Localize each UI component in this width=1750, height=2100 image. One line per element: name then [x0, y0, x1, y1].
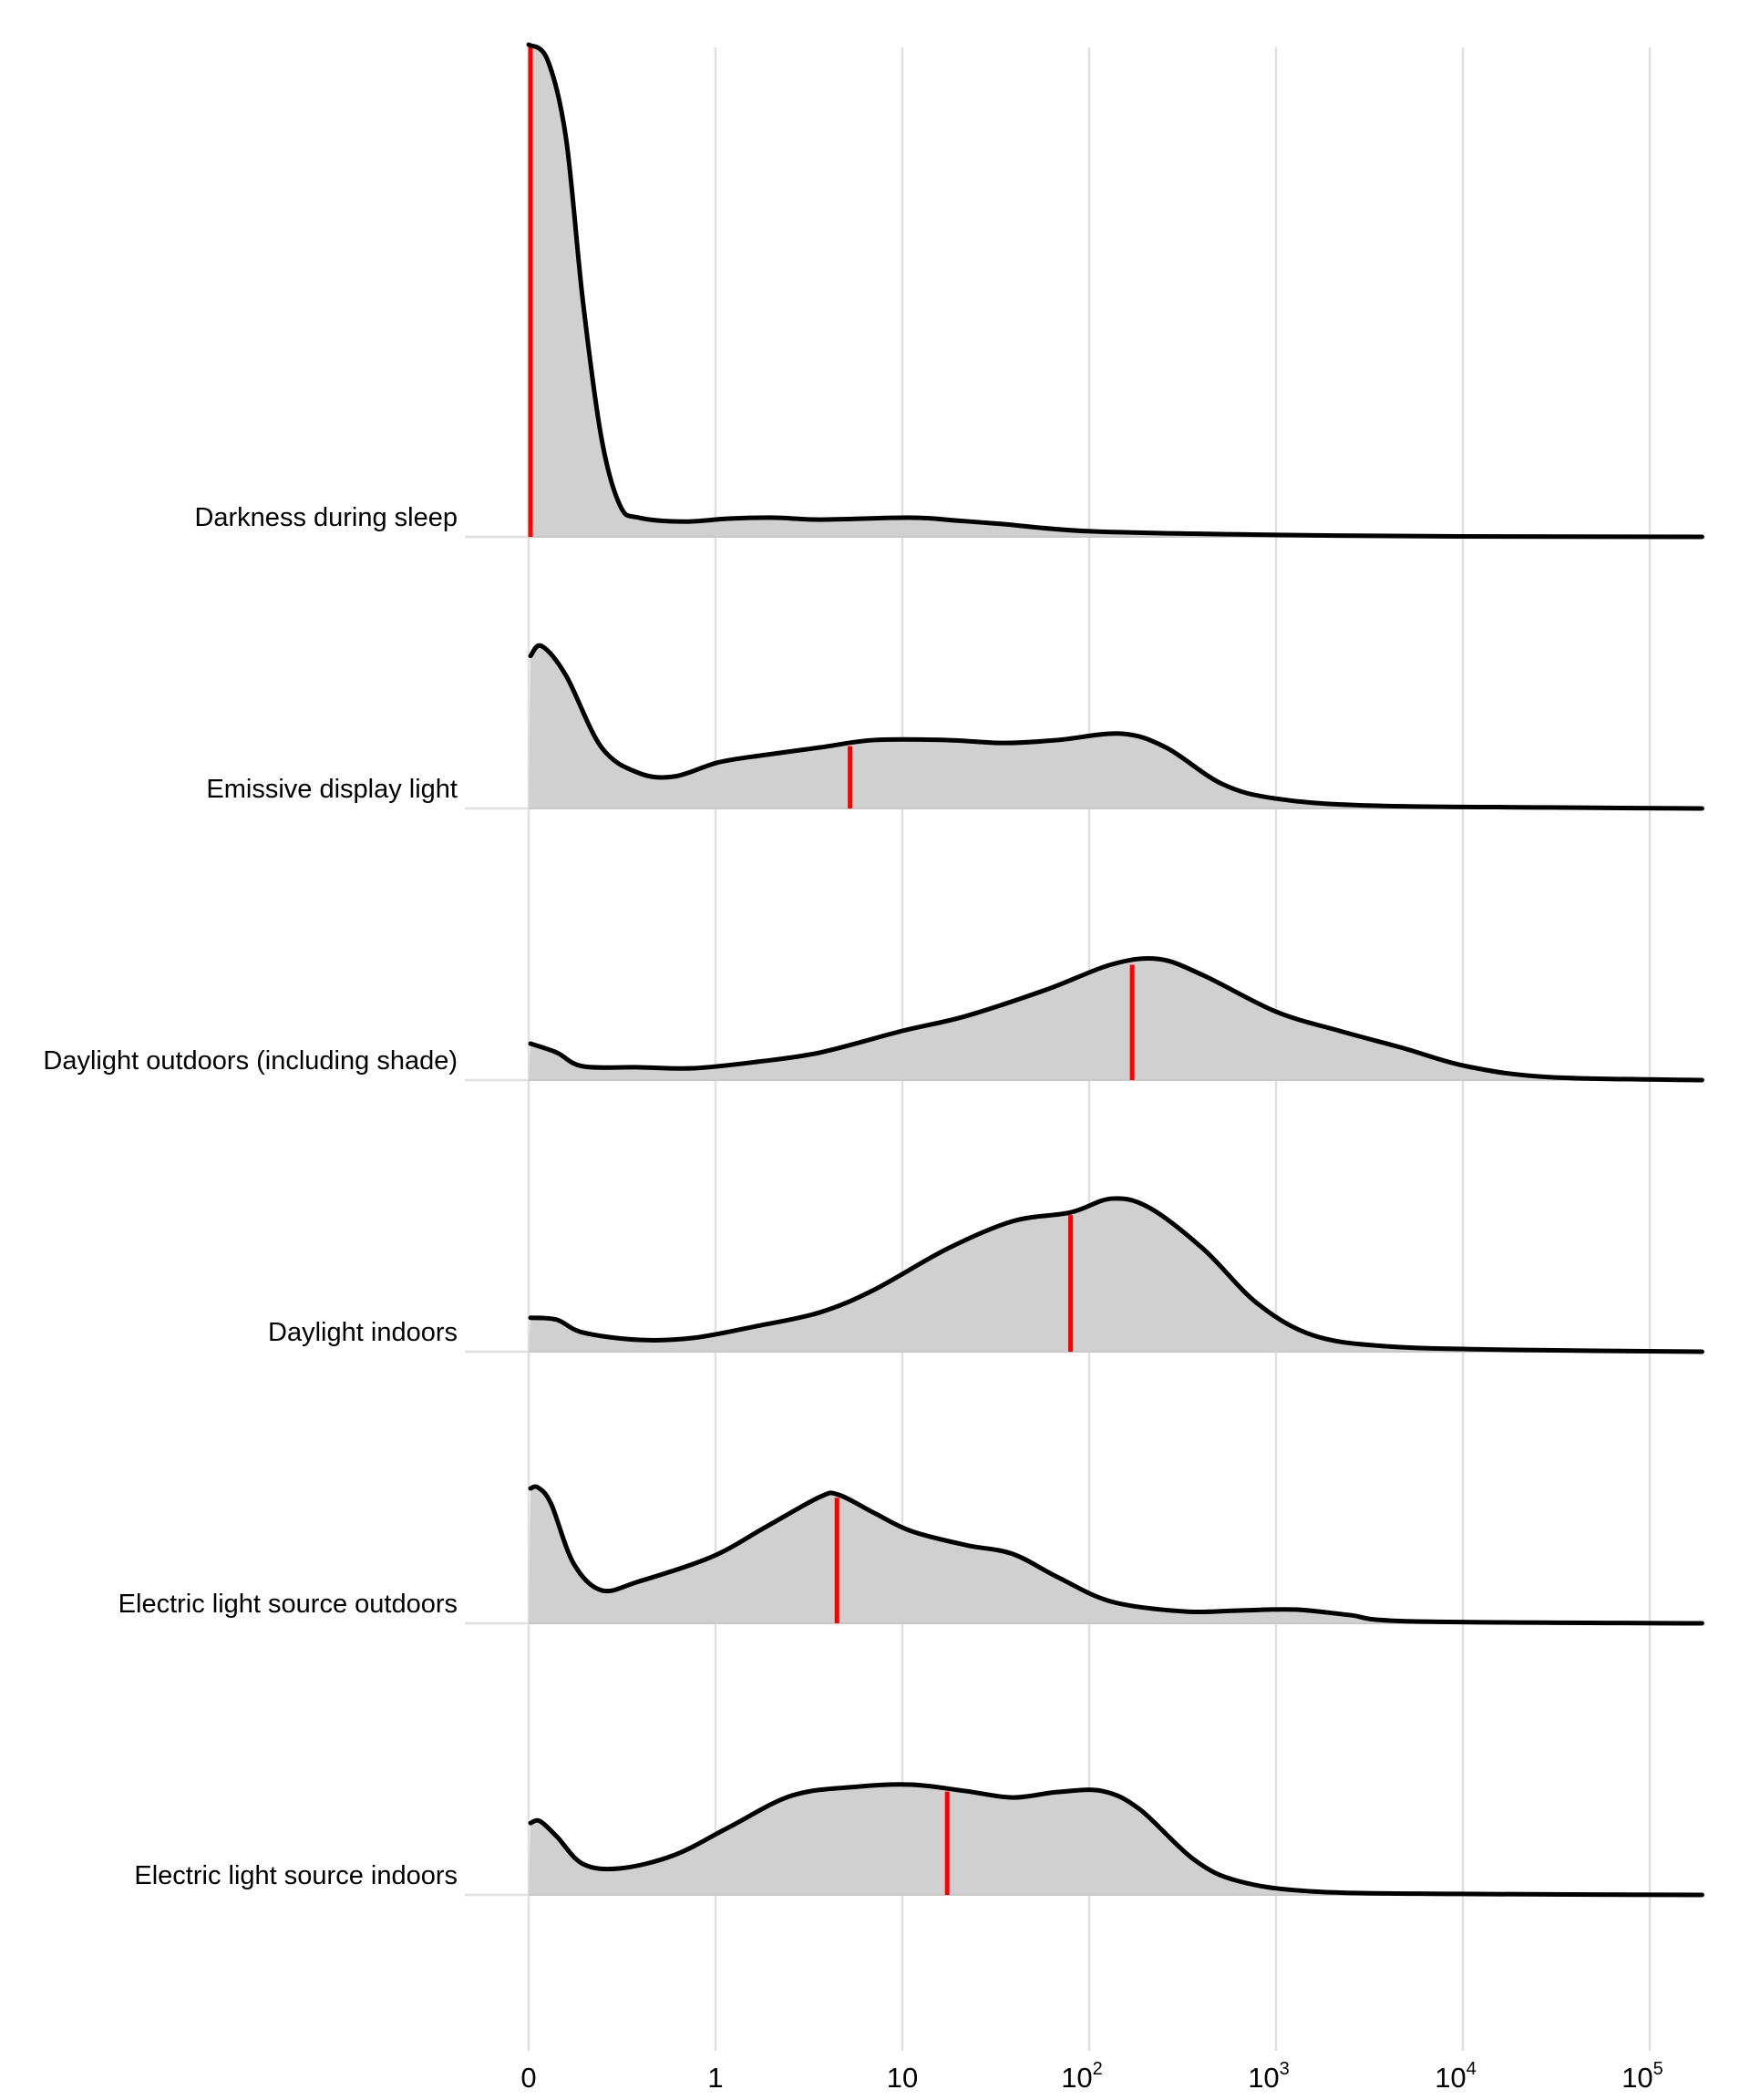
ridge-label: Darkness during sleep	[194, 503, 458, 532]
ridge-electric-light-source-outdoors: Electric light source outdoors	[118, 1484, 1704, 1626]
ridge-darkness-during-sleep: Darkness during sleep	[194, 42, 1704, 540]
tick-base: 10	[1435, 2062, 1466, 2094]
tick-base: 10	[1621, 2062, 1652, 2094]
x-tick-label: 0	[520, 2062, 536, 2094]
ridge-label: Electric light source indoors	[134, 1861, 458, 1890]
tick-exponent: 2	[1093, 2059, 1103, 2079]
density-curve	[528, 1484, 1704, 1626]
ridge-daylight-indoors: Daylight indoors	[268, 1196, 1704, 1354]
density-area	[529, 1784, 1703, 1895]
ridges: Darkness during sleep Emissive display li…	[43, 42, 1704, 1898]
density-curve	[526, 42, 1704, 540]
tick-base: 1	[707, 2062, 723, 2094]
ridge-label: Daylight indoors	[268, 1318, 458, 1347]
density-curve	[528, 1196, 1704, 1354]
ridge-label: Emissive display light	[206, 775, 458, 804]
tick-base: 0	[520, 2062, 536, 2094]
ridge-label: Electric light source outdoors	[118, 1590, 458, 1619]
x-tick-label: 103	[1248, 2059, 1290, 2094]
density-curve	[528, 1782, 1704, 1898]
density-area	[529, 1198, 1703, 1352]
ridge-emissive-display-light: Emissive display light	[206, 643, 1704, 811]
x-tick-label: 102	[1061, 2059, 1103, 2094]
x-tick-label: 105	[1621, 2059, 1663, 2094]
tick-exponent: 3	[1280, 2059, 1290, 2079]
density-area	[529, 645, 1703, 808]
x-axis: 0 1 10 102 103 104 105	[520, 2059, 1662, 2094]
density-area	[529, 1486, 1703, 1623]
tick-base: 10	[1248, 2062, 1279, 2094]
density-curve	[528, 955, 1704, 1083]
density-area	[529, 45, 1703, 537]
tick-exponent: 4	[1467, 2059, 1477, 2079]
x-tick-label: 10	[887, 2062, 918, 2094]
density-area	[529, 958, 1703, 1080]
tick-base: 10	[887, 2062, 918, 2094]
tick-base: 10	[1061, 2062, 1092, 2094]
ridge-label: Daylight outdoors (including shade)	[43, 1046, 458, 1076]
ridge-daylight-outdoors-including-shade: Daylight outdoors (including shade)	[43, 955, 1704, 1083]
x-tick-label: 104	[1435, 2059, 1477, 2094]
x-tick-label: 1	[707, 2062, 723, 2094]
ridge-electric-light-source-indoors: Electric light source indoors	[134, 1782, 1704, 1898]
tick-exponent: 5	[1653, 2059, 1663, 2079]
density-curve	[528, 643, 1704, 811]
